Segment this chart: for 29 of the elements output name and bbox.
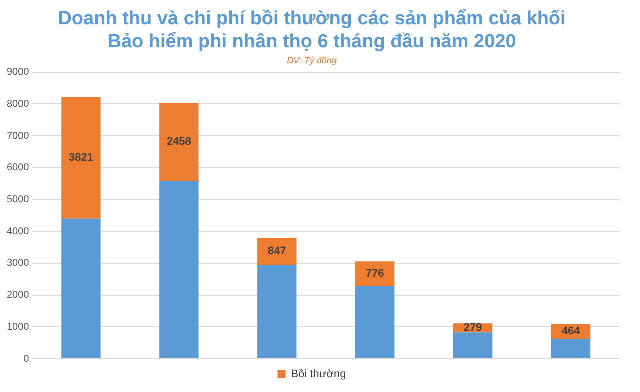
- y-tick-label: 9000: [6, 67, 30, 78]
- y-tick-label: 4000: [6, 226, 30, 238]
- bar: [62, 218, 101, 358]
- bar: [356, 286, 395, 358]
- bar: [62, 97, 101, 219]
- y-tick-label: 5000: [6, 194, 30, 206]
- bar: [551, 338, 591, 358]
- legend-label: Bồi thường: [291, 368, 346, 381]
- chart-subtitle: ĐV: Tỷ đồng: [287, 56, 337, 66]
- data-label: 279: [464, 322, 482, 334]
- y-tick-label: 3000: [6, 258, 30, 270]
- y-tick-label: 8000: [6, 98, 30, 110]
- bar: [453, 332, 493, 358]
- chart-title: Doanh thu và chi phí bồi thường các sản phẩm của khối Bảo hiểm phi nhân thọ 6 tháng đầu năm 2020: [58, 8, 566, 52]
- y-tick-label: 7000: [6, 130, 30, 142]
- data-label: 3821: [68, 152, 94, 164]
- data-label: 776: [366, 268, 384, 280]
- data-label: 2458: [166, 136, 192, 148]
- y-tick-label: 1000: [6, 322, 30, 333]
- bar: [258, 265, 297, 358]
- data-label: 464: [562, 326, 582, 338]
- y-tick-label: 0: [24, 354, 30, 365]
- y-tick-label: 6000: [6, 162, 30, 174]
- bar: [160, 181, 199, 358]
- y-tick-label: 2000: [6, 290, 30, 302]
- bar: [356, 262, 395, 286]
- bar: [258, 238, 297, 266]
- data-label: 847: [268, 246, 286, 258]
- bar: [160, 103, 199, 182]
